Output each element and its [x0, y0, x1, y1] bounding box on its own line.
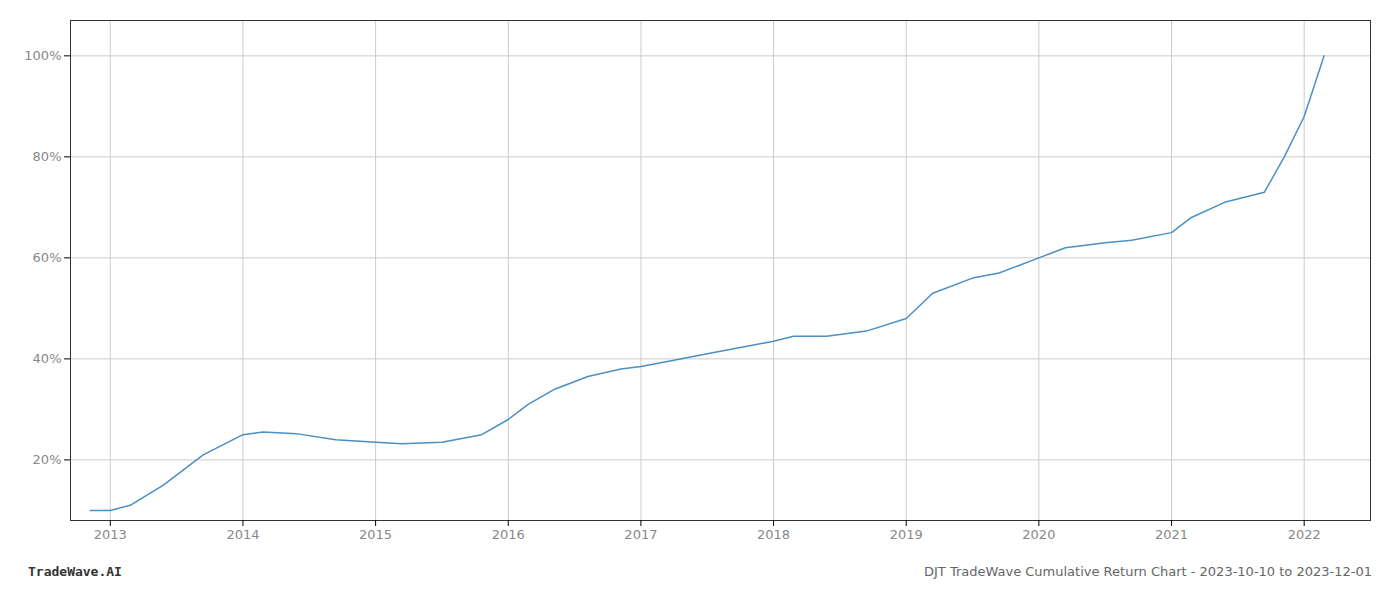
html-text:DJT TradeWave Cumulative Retur: DJT TradeWave Cumulative Return Chart - …	[924, 564, 1372, 579]
svg-text:2019: 2019	[890, 527, 923, 542]
svg-text:2020: 2020	[1022, 527, 1055, 542]
svg-text:2022: 2022	[1288, 527, 1321, 542]
svg-text:100%: 100%	[24, 48, 61, 63]
svg-text:80%: 80%	[33, 149, 62, 164]
svg-text:60%: 60%	[33, 250, 62, 265]
svg-text:2013: 2013	[94, 527, 127, 542]
svg-text:20%: 20%	[33, 452, 62, 467]
svg-text:2015: 2015	[359, 527, 392, 542]
svg-text:2017: 2017	[624, 527, 657, 542]
svg-text:2014: 2014	[226, 527, 259, 542]
html-text:TradeWave.AI: TradeWave.AI	[28, 564, 122, 579]
svg-text:2021: 2021	[1155, 527, 1188, 542]
svg-text:40%: 40%	[33, 351, 62, 366]
svg-text:2018: 2018	[757, 527, 790, 542]
svg-text:2016: 2016	[492, 527, 525, 542]
